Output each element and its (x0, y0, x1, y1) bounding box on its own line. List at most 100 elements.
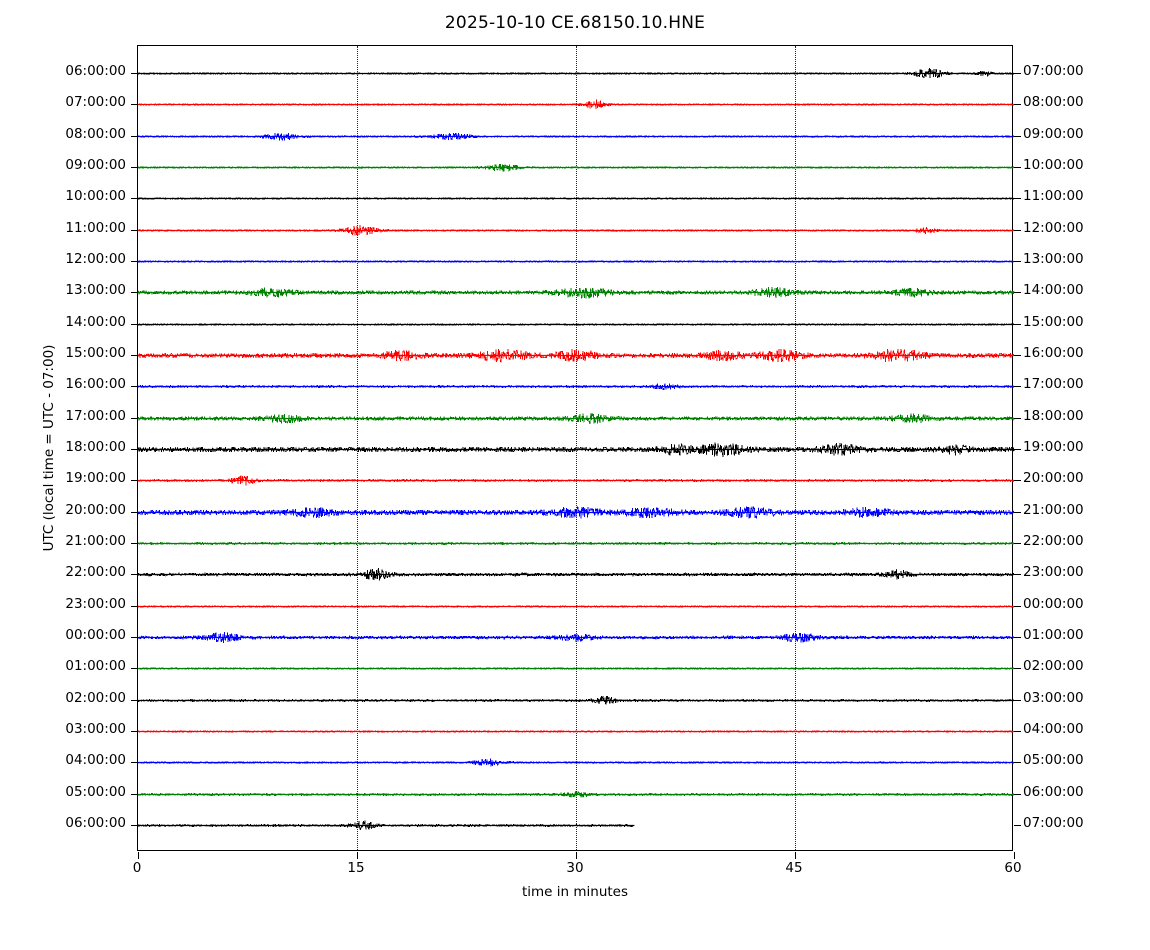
y-ticklabel-left: 17:00:00 (65, 407, 126, 424)
y-tick-left (131, 104, 138, 106)
seismic-trace (137, 260, 1015, 263)
y-tick-left (131, 543, 138, 544)
y-ticklabel-left: 08:00:00 (65, 125, 126, 142)
y-ticklabel-left: 11:00:00 (65, 219, 126, 236)
y-ticklabel-right: 04:00:00 (1023, 721, 1084, 737)
y-ticklabel-left: 21:00:00 (65, 533, 126, 549)
y-ticklabel-left: 16:00:00 (65, 376, 126, 393)
y-ticklabel-left: 00:00:00 (65, 627, 126, 643)
y-ticklabel-right: 13:00:00 (1023, 251, 1084, 267)
x-ticklabel-15: 15 (347, 860, 365, 876)
y-tick-right (1014, 449, 1021, 450)
y-ticklabel-right: 03:00:00 (1023, 689, 1084, 706)
y-axis-title: UTC (local time = UTC - 07:00) (41, 344, 57, 552)
y-ticklabel-right: 11:00:00 (1023, 188, 1084, 205)
y-tick-left (131, 198, 138, 200)
x-tick-0 (138, 852, 139, 859)
y-tick-left (131, 292, 138, 294)
x-ticklabel-30: 30 (566, 860, 584, 876)
y-ticklabel-left: 06:00:00 (65, 815, 126, 831)
y-ticklabel-left: 07:00:00 (65, 94, 126, 111)
seismic-trace (137, 568, 1014, 581)
y-tick-right (1014, 198, 1021, 200)
y-tick-right (1014, 637, 1021, 638)
y-tick-left (131, 762, 138, 764)
y-tick-left (131, 449, 138, 450)
y-tick-left (131, 229, 138, 231)
y-tick-left (131, 480, 138, 482)
page-title: 2025-10-10 CE.68150.10.HNE (444, 13, 706, 33)
y-tick-right (1014, 104, 1021, 106)
y-tick-right (1014, 167, 1021, 168)
seismic-trace (137, 197, 1015, 200)
y-tick-left (131, 825, 138, 826)
y-tick-left (131, 731, 138, 732)
y-tick-right (1014, 731, 1021, 732)
seismic-trace (137, 348, 1015, 363)
y-ticklabel-left: 10:00:00 (65, 188, 126, 205)
y-ticklabel-left: 14:00:00 (65, 313, 126, 330)
y-ticklabel-right: 18:00:00 (1023, 407, 1084, 424)
y-ticklabel-left: 12:00:00 (65, 251, 126, 267)
y-ticklabel-left: 22:00:00 (65, 564, 126, 581)
y-tick-right (1014, 386, 1021, 388)
y-ticklabel-left: 06:00:00 (65, 63, 126, 79)
y-tick-right (1014, 73, 1021, 74)
y-ticklabel-right: 20:00:00 (1023, 470, 1084, 487)
x-axis-title: time in minutes (521, 884, 629, 900)
seismic-trace (137, 287, 1015, 300)
y-tick-left (131, 73, 138, 74)
seismic-trace (137, 475, 1015, 487)
seismic-trace (137, 383, 1015, 391)
y-ticklabel-left: 19:00:00 (65, 470, 126, 487)
y-ticklabel-right: 19:00:00 (1023, 439, 1084, 455)
y-tick-left (131, 511, 138, 513)
gridline-x-30 (576, 46, 577, 850)
y-ticklabel-right: 15:00:00 (1023, 313, 1084, 330)
y-tick-left (131, 793, 138, 795)
y-ticklabel-right: 14:00:00 (1023, 282, 1084, 299)
seismic-trace (137, 323, 1015, 326)
x-tick-45 (795, 852, 796, 859)
y-ticklabel-left: 09:00:00 (65, 157, 126, 173)
seismic-trace (137, 667, 1015, 671)
y-tick-right (1014, 699, 1021, 701)
y-ticklabel-right: 09:00:00 (1023, 125, 1084, 142)
y-tick-right (1014, 135, 1021, 137)
y-tick-right (1014, 543, 1021, 544)
seismic-trace (137, 505, 1015, 519)
x-tick-60 (1014, 852, 1015, 859)
y-ticklabel-left: 04:00:00 (65, 752, 126, 769)
y-ticklabel-right: 05:00:00 (1023, 752, 1084, 769)
y-tick-right (1014, 229, 1021, 231)
gridline-x-45 (795, 46, 796, 850)
seismic-trace (137, 68, 1015, 79)
y-tick-right (1014, 762, 1021, 764)
y-tick-right (1014, 511, 1021, 513)
seismic-trace (137, 442, 1015, 458)
y-ticklabel-left: 01:00:00 (65, 658, 126, 675)
x-ticklabel-60: 60 (1004, 860, 1022, 876)
x-ticklabel-45: 45 (785, 860, 803, 876)
x-tick-30 (576, 852, 577, 859)
seismic-trace (137, 163, 1015, 172)
y-tick-right (1014, 825, 1021, 826)
y-ticklabel-right: 21:00:00 (1023, 501, 1084, 518)
y-ticklabel-right: 00:00:00 (1023, 595, 1084, 612)
plot-axes-frame (131, 45, 1021, 859)
x-tick-15 (357, 852, 358, 859)
y-tick-right (1014, 355, 1021, 356)
seismic-trace (137, 820, 1012, 831)
y-tick-left (131, 668, 138, 670)
y-ticklabel-left: 15:00:00 (65, 345, 126, 361)
y-tick-left (131, 637, 138, 638)
y-ticklabel-right: 10:00:00 (1023, 157, 1084, 173)
y-ticklabel-left: 05:00:00 (65, 783, 126, 800)
y-ticklabel-right: 23:00:00 (1023, 564, 1084, 581)
y-ticklabel-left: 03:00:00 (65, 721, 126, 737)
y-ticklabel-left: 23:00:00 (65, 595, 126, 612)
seismic-trace (137, 632, 1015, 643)
y-tick-left (131, 574, 138, 576)
y-ticklabel-right: 07:00:00 (1023, 815, 1084, 831)
